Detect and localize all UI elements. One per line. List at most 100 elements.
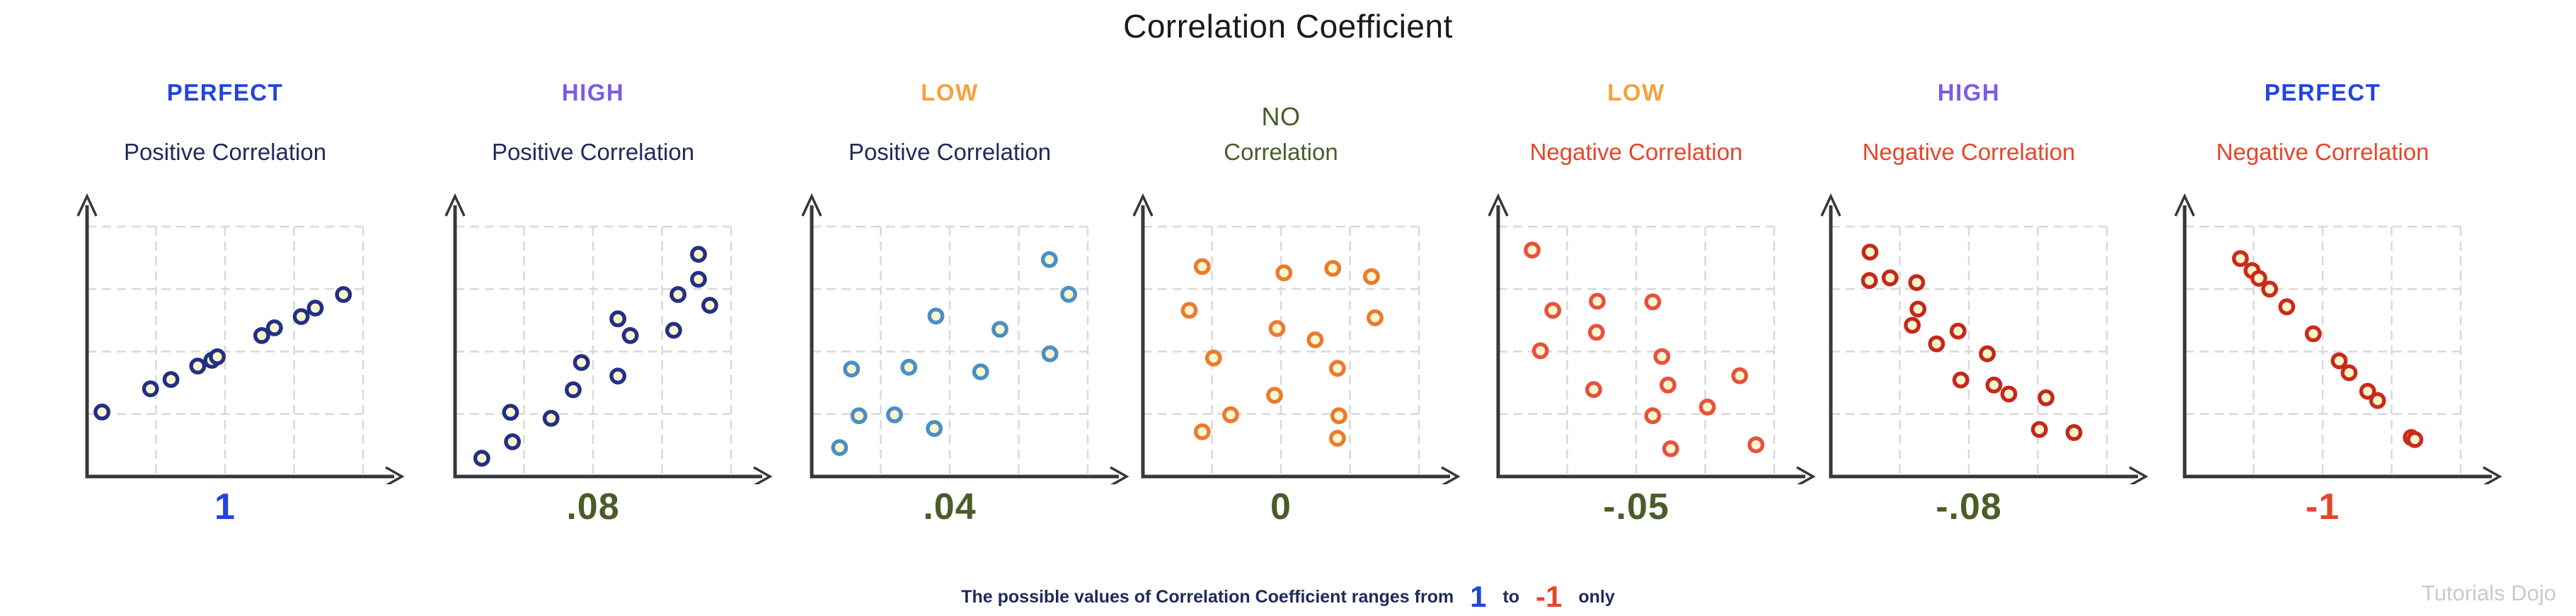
data-point xyxy=(1949,322,1967,340)
data-points xyxy=(831,251,1077,456)
data-point xyxy=(542,409,560,427)
data-point xyxy=(1222,406,1239,423)
data-point xyxy=(2369,392,2386,409)
data-point xyxy=(831,439,849,456)
panel-perfect-negative: PERFECT Negative Correlation -1 xyxy=(2141,0,2505,616)
data-point xyxy=(2330,352,2348,370)
y-axis-arrowhead xyxy=(1132,193,1154,217)
axis-lines xyxy=(85,205,394,479)
axis-lines xyxy=(810,205,1119,479)
panel-strength-label: HIGH xyxy=(1937,79,2001,105)
footnote-min-value: -1 xyxy=(1536,580,1563,614)
panel-coefficient-value: 0 xyxy=(1270,486,1292,527)
scatter-plot xyxy=(76,193,405,484)
grid-lines xyxy=(455,225,732,477)
axes xyxy=(1132,193,1461,484)
data-point xyxy=(1979,345,1996,363)
x-axis-arrowhead xyxy=(753,466,773,484)
data-point xyxy=(1861,272,1878,290)
panel-strength-label: HIGH xyxy=(561,79,625,105)
data-point xyxy=(142,380,159,397)
data-point xyxy=(1330,407,1347,425)
data-point xyxy=(843,360,861,378)
panel-high-positive: HIGH Positive Correlation .08 xyxy=(411,0,775,616)
data-point xyxy=(1268,320,1286,337)
y-axis-arrowhead xyxy=(2174,193,2195,217)
data-point xyxy=(253,326,270,344)
data-point xyxy=(2359,382,2376,400)
data-point xyxy=(1275,264,1293,282)
x-axis-arrowhead xyxy=(2483,466,2502,484)
panel-low-positive: LOW Positive Correlation .04 xyxy=(768,0,1132,616)
data-points xyxy=(2231,250,2424,448)
data-point xyxy=(701,297,718,314)
data-point xyxy=(2304,325,2322,343)
data-point xyxy=(900,358,918,376)
data-point xyxy=(609,367,626,385)
data-point xyxy=(1328,430,1346,447)
data-point xyxy=(1180,302,1198,319)
axis-lines xyxy=(453,205,762,479)
x-axis-arrowhead xyxy=(385,466,405,484)
data-point xyxy=(573,354,590,371)
data-point xyxy=(292,308,310,326)
data-points xyxy=(1861,244,2083,441)
data-point xyxy=(1747,436,1765,454)
data-point xyxy=(1040,251,1058,268)
axis-lines xyxy=(1141,205,1450,479)
data-point xyxy=(1908,274,1926,292)
panel-direction-label: Positive Correlation xyxy=(491,139,695,165)
data-point xyxy=(609,310,626,328)
data-point xyxy=(1928,335,1945,353)
panel-direction-label: Negative Correlation xyxy=(2216,139,2430,165)
panel-strength-label: LOW xyxy=(1607,79,1665,105)
axes xyxy=(444,193,773,484)
data-point xyxy=(2278,298,2296,316)
scatter-plot xyxy=(1488,193,1816,484)
grid-lines xyxy=(1143,225,1420,477)
grid-lines xyxy=(2185,225,2462,477)
data-point xyxy=(2406,430,2424,448)
panel-coefficient-value: -.08 xyxy=(1936,486,2002,527)
footnote-prefix: The possible values of Correlation Coeff… xyxy=(961,586,1454,607)
data-point xyxy=(504,433,522,450)
data-point xyxy=(189,358,207,375)
data-point xyxy=(1659,376,1677,394)
scatter-plot xyxy=(801,193,1129,484)
data-point xyxy=(1909,300,1927,318)
data-point xyxy=(991,321,1008,338)
data-point xyxy=(972,363,989,381)
data-point xyxy=(1881,269,1899,287)
data-point xyxy=(564,381,582,399)
data-point xyxy=(1193,258,1211,275)
grid-lines xyxy=(812,225,1089,477)
panel-direction-label: Positive Correlation xyxy=(123,139,327,165)
data-point xyxy=(2250,270,2267,287)
axes xyxy=(2174,193,2502,484)
panel-low-negative: LOW Negative Correlation -.05 xyxy=(1454,0,1818,616)
grid-lines xyxy=(87,225,364,477)
panel-coefficient-value: .04 xyxy=(923,486,977,527)
data-point xyxy=(1544,302,1562,319)
panel-perfect-positive: PERFECT Positive Correlation 1 xyxy=(43,0,407,616)
data-point xyxy=(621,326,639,344)
footnote-max-value: 1 xyxy=(1470,580,1487,614)
x-axis-arrowhead xyxy=(1110,466,1129,484)
footnote: The possible values of Correlation Coeff… xyxy=(0,580,2576,614)
data-point xyxy=(2261,280,2279,298)
data-point xyxy=(690,246,707,263)
axes xyxy=(1488,193,1816,484)
footnote-middle: to xyxy=(1502,586,1520,607)
data-point xyxy=(1324,260,1342,277)
data-point xyxy=(2231,250,2249,268)
panel-direction-label: Correlation xyxy=(1224,139,1338,165)
data-point xyxy=(1524,241,1541,259)
panel-strength-label: LOW xyxy=(921,79,979,105)
data-point xyxy=(2000,385,2018,403)
data-point xyxy=(886,406,903,423)
data-point xyxy=(1952,371,1970,389)
data-point xyxy=(1266,387,1283,404)
y-axis-arrowhead xyxy=(1488,193,1509,217)
data-point xyxy=(1985,376,2003,394)
